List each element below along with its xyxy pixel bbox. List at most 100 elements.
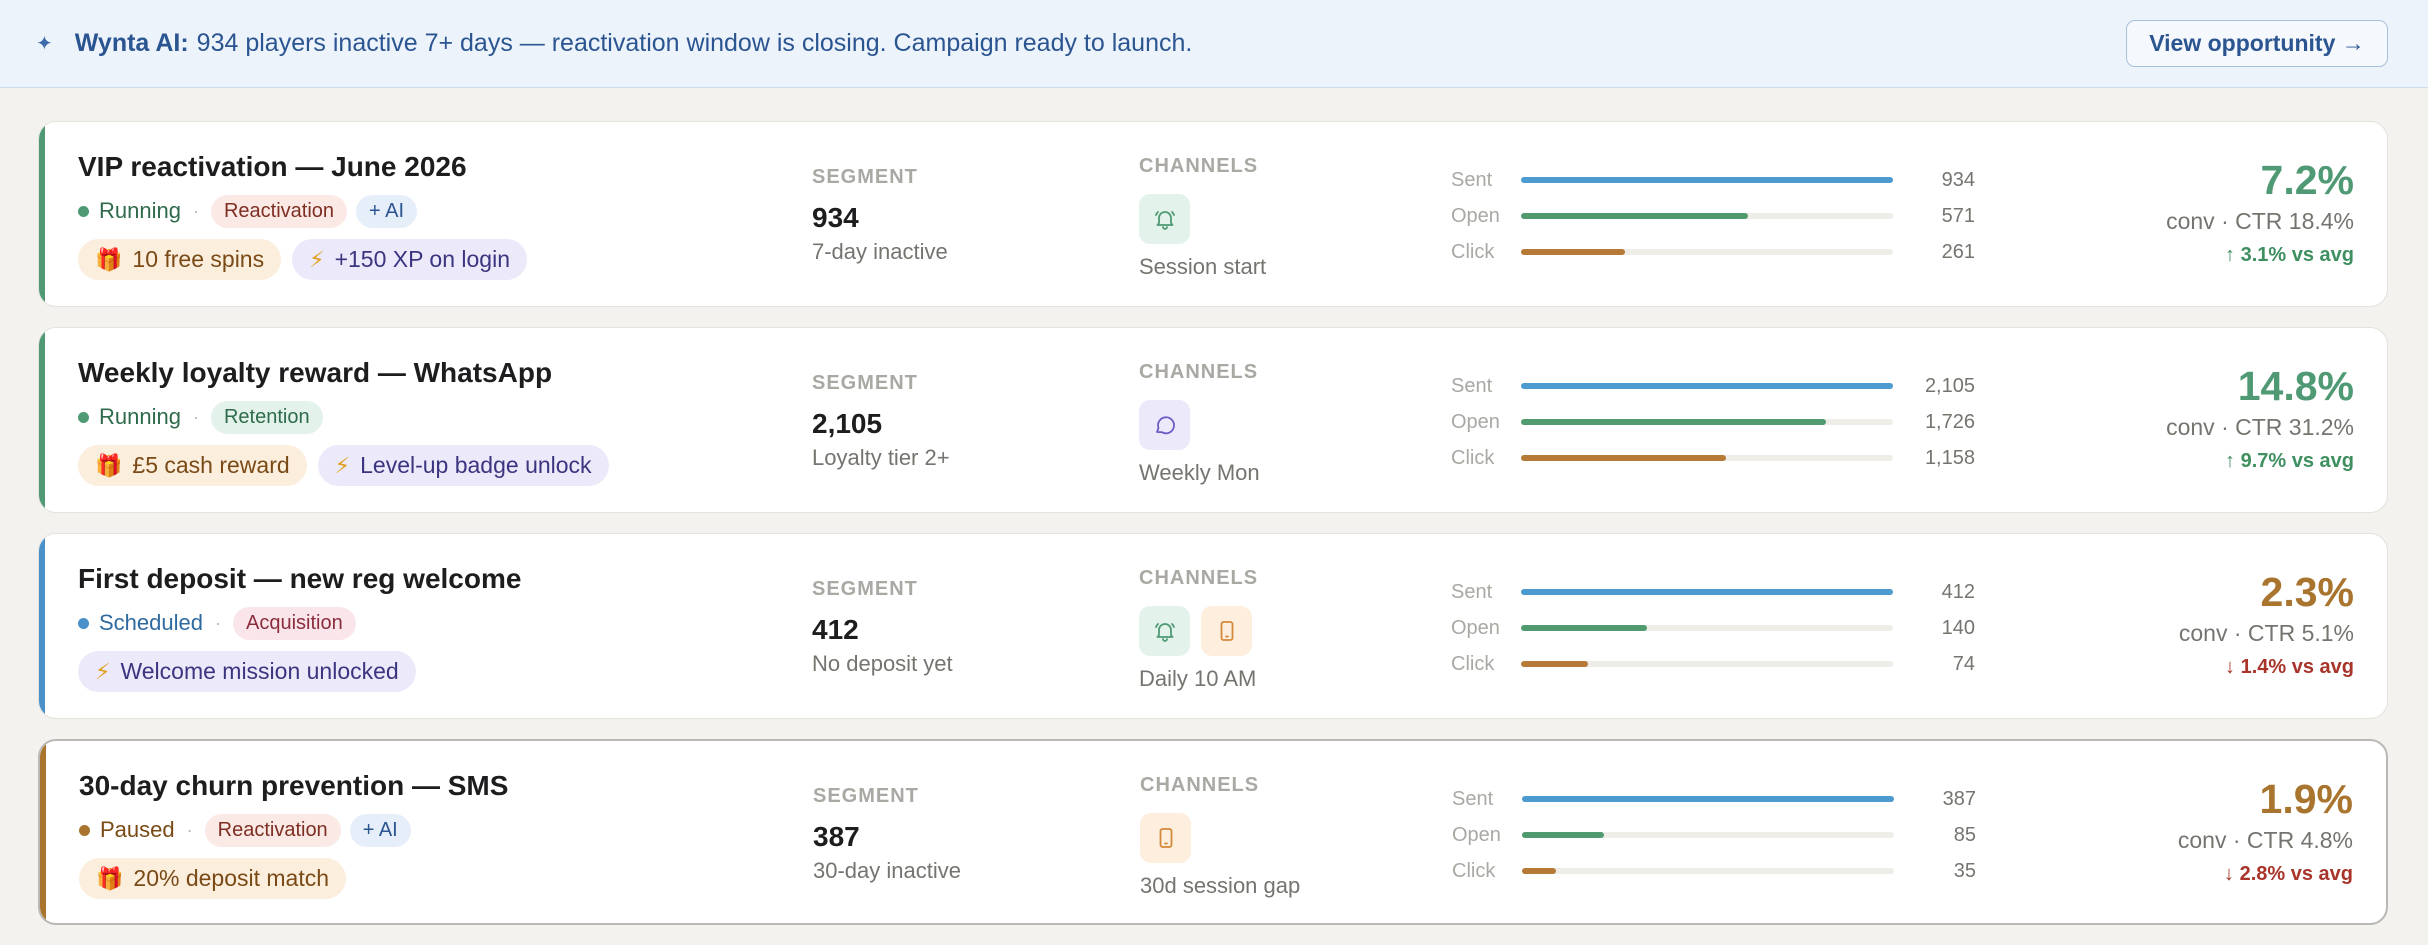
reward-label: £5 cash reward <box>132 452 290 478</box>
conversion-result: 7.2% conv · CTR 18.4% ↑ 3.1% vs avg <box>2166 158 2354 267</box>
stat-row-open: Open 85 <box>1452 817 1976 853</box>
stat-row-open: Open 140 <box>1451 610 1975 646</box>
status-stripe <box>39 122 45 306</box>
stat-label: Sent <box>1452 787 1494 810</box>
segment-label: SEGMENT <box>813 785 919 807</box>
stat-value: 85 <box>1953 823 1976 846</box>
funnel-stats: Sent 412 Open 140 Click 74 <box>1451 574 1975 682</box>
stat-value: 387 <box>1942 787 1976 810</box>
conversion-rate: 14.8% <box>2237 363 2354 409</box>
bell-icon <box>1139 606 1190 656</box>
view-opportunity-button[interactable]: View opportunity → <box>2126 20 2388 67</box>
segment-count: 387 <box>813 821 860 852</box>
campaign-title[interactable]: VIP reactivation — June 2026 <box>78 151 467 182</box>
stat-value: 261 <box>1941 240 1975 263</box>
segment-description: 7-day inactive <box>812 239 948 264</box>
stat-label: Sent <box>1451 580 1493 603</box>
ctr-text: conv · CTR 31.2% <box>2166 414 2354 440</box>
campaign-title[interactable]: 30-day churn prevention — SMS <box>79 770 509 801</box>
reward-chip: ⚡ Level-up badge unlock <box>317 445 609 486</box>
reward-list: 🎁 10 free spins ⚡ +150 XP on login <box>78 239 538 280</box>
stat-bar-track <box>1521 419 1893 425</box>
segment-count: 934 <box>812 202 859 233</box>
stat-label: Click <box>1451 446 1495 469</box>
stat-label: Sent <box>1451 168 1493 191</box>
status-label: Paused <box>100 817 175 842</box>
stat-row-open: Open 1,726 <box>1451 404 1975 440</box>
meta-separator: · <box>214 612 221 633</box>
stat-label: Open <box>1451 616 1500 639</box>
stat-bar-click <box>1521 661 1588 667</box>
reward-label: 10 free spins <box>132 246 265 272</box>
stat-bar-track <box>1522 868 1894 874</box>
stat-bar-click <box>1522 868 1556 874</box>
channels-label: CHANNELS <box>1139 155 1259 177</box>
status-stripe <box>39 328 45 512</box>
stat-value: 1,158 <box>1924 446 1975 469</box>
gift-icon: 🎁 <box>95 452 123 478</box>
channel-schedule: Daily 10 AM <box>1139 666 1257 691</box>
channels-section: CHANNELS Daily 10 AM <box>1139 567 1263 692</box>
stat-bar-track <box>1521 455 1893 461</box>
segment-description: Loyalty tier 2+ <box>812 445 950 470</box>
status-dot <box>79 824 90 836</box>
campaign-list: VIP reactivation — June 2026 Running · R… <box>38 121 2388 945</box>
campaign-card[interactable]: First deposit — new reg welcome Schedule… <box>38 533 2388 719</box>
campaign-title[interactable]: First deposit — new reg welcome <box>78 563 522 594</box>
stat-value: 571 <box>1941 204 1975 227</box>
stat-value: 1,726 <box>1924 410 1975 433</box>
gift-icon: 🎁 <box>95 246 123 272</box>
ctr-text: conv · CTR 18.4% <box>2166 208 2354 234</box>
tag-acquisition: Acquisition <box>232 606 356 640</box>
gift-icon: 🎁 <box>96 865 124 891</box>
meta-separator: · <box>192 406 199 427</box>
reward-chip: 🎁 20% deposit match <box>79 858 347 899</box>
stat-bar-sent <box>1521 589 1893 595</box>
segment-section: SEGMENT 934 7-day inactive <box>812 166 948 265</box>
stat-bar-track <box>1521 213 1893 219</box>
stat-bar-sent <box>1521 383 1893 389</box>
stat-bar-track <box>1521 177 1893 183</box>
segment-description: 30-day inactive <box>813 858 961 883</box>
banner-message: 934 players inactive 7+ days — reactivat… <box>196 29 1193 57</box>
reward-label: Welcome mission unlocked <box>120 658 399 684</box>
segment-label: SEGMENT <box>812 372 918 394</box>
stat-value: 2,105 <box>1924 374 1975 397</box>
stat-label: Sent <box>1451 374 1493 397</box>
stat-bar-track <box>1522 796 1894 802</box>
segment-label: SEGMENT <box>812 578 918 600</box>
funnel-stats: Sent 934 Open 571 Click 261 <box>1451 162 1975 270</box>
stat-bar-open <box>1521 625 1648 631</box>
stat-bar-track <box>1521 661 1893 667</box>
delta-vs-avg: ↓ 1.4% vs avg <box>2225 656 2354 678</box>
campaign-card[interactable]: 30-day churn prevention — SMS Paused · R… <box>38 739 2388 925</box>
channel-schedule: Weekly Mon <box>1139 460 1260 485</box>
campaign-card[interactable]: VIP reactivation — June 2026 Running · R… <box>38 121 2388 307</box>
conversion-result: 14.8% conv · CTR 31.2% ↑ 9.7% vs avg <box>2166 364 2354 473</box>
reward-chip: 🎁 £5 cash reward <box>78 445 307 486</box>
reward-list: 🎁 20% deposit match <box>79 858 508 899</box>
stat-row-click: Click 74 <box>1451 646 1975 682</box>
stat-bar-track <box>1522 832 1894 838</box>
stat-row-open: Open 571 <box>1451 198 1975 234</box>
status-dot <box>78 617 89 629</box>
sparkle-icon: ✦ <box>36 33 53 55</box>
funnel-stats: Sent 387 Open 85 Click 35 <box>1452 781 1976 889</box>
stat-value: 412 <box>1941 580 1975 603</box>
stat-value: 934 <box>1941 168 1975 191</box>
lightning-icon: ⚡ <box>95 658 111 684</box>
channels-label: CHANNELS <box>1139 361 1259 383</box>
reward-label: 20% deposit match <box>133 865 330 891</box>
campaign-card[interactable]: Weekly loyalty reward — WhatsApp Running… <box>38 327 2388 513</box>
lightning-icon: ⚡ <box>309 246 325 272</box>
tag-reactivation: Reactivation <box>204 813 341 847</box>
campaign-title[interactable]: Weekly loyalty reward — WhatsApp <box>78 357 553 388</box>
stat-bar-track <box>1521 589 1893 595</box>
stat-row-sent: Sent 2,105 <box>1451 368 1975 404</box>
reward-label: Level-up badge unlock <box>360 452 592 478</box>
segment-section: SEGMENT 412 No deposit yet <box>812 578 953 677</box>
status-label: Running <box>99 198 181 223</box>
delta-vs-avg: ↑ 9.7% vs avg <box>2225 450 2354 472</box>
delta-vs-avg: ↑ 3.1% vs avg <box>2225 244 2354 266</box>
status-stripe <box>39 534 45 718</box>
